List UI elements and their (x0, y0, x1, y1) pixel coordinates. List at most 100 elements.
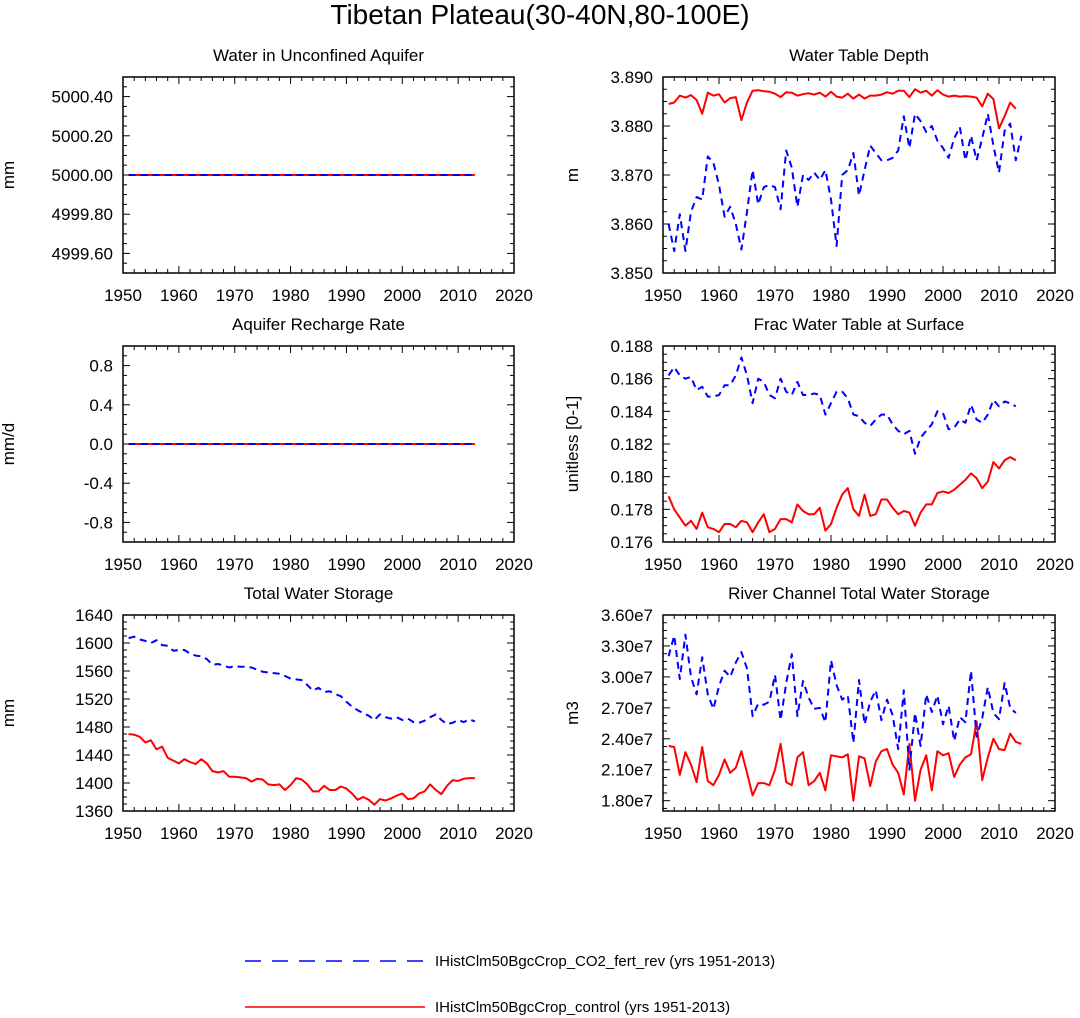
y-tick-label: 0.0 (89, 435, 113, 454)
x-tick-label: 1960 (700, 824, 738, 843)
y-tick-label: 2.10e7 (601, 761, 653, 780)
x-tick-label: 2010 (439, 555, 477, 574)
x-tick-label: 1990 (328, 824, 366, 843)
x-tick-label: 1990 (868, 286, 906, 305)
y-tick-label: 0.176 (610, 533, 653, 552)
y-tick-label: 3.870 (610, 166, 653, 185)
y-axis-label: mm (0, 161, 18, 189)
x-tick-label: 1990 (868, 555, 906, 574)
x-tick-label: 1990 (868, 824, 906, 843)
x-tick-label: 2000 (924, 555, 962, 574)
y-axis-label: m3 (563, 701, 582, 725)
y-tick-label: 5000.00 (52, 166, 113, 185)
series-line-co2-fert-rev (667, 112, 1023, 252)
series-line-control (667, 456, 1017, 534)
figure-title: Tibetan Plateau(30-40N,80-100E) (330, 0, 749, 30)
y-tick-label: 4999.60 (52, 244, 113, 263)
x-tick-label: 1980 (812, 286, 850, 305)
panels: Water in Unconfined Aquifer 1950 1960 1970 1… (0, 46, 1074, 843)
x-tick-label: 1970 (216, 824, 254, 843)
y-tick-label: 0.178 (610, 500, 653, 519)
y-axis-label: mm/d (0, 423, 18, 466)
y-tick-label: 5000.40 (52, 88, 113, 107)
y-tick-label: 3.00e7 (601, 668, 653, 687)
y-tick-label: 3.60e7 (601, 606, 653, 625)
panel-title: Frac Water Table at Surface (754, 315, 965, 334)
x-tick-label: 1980 (812, 824, 850, 843)
x-tick-label: 1960 (700, 286, 738, 305)
y-tick-label: -0.4 (84, 474, 113, 493)
y-tick-label: 3.890 (610, 68, 653, 87)
y-axis-label: unitless [0-1] (563, 396, 582, 492)
y-tick-label: 1600 (75, 634, 113, 653)
legend-label-control: IHistClm50BgcCrop_control (yrs 1951-2013… (435, 999, 730, 1016)
y-tick-label: 1640 (75, 606, 113, 625)
panel-p4: Frac Water Table at Surface 1950 1960 1970 1… (563, 315, 1074, 574)
y-tick-label: 0.180 (610, 468, 653, 487)
x-tick-label: 1980 (272, 555, 310, 574)
x-tick-label: 1980 (272, 286, 310, 305)
y-tick-label: 1440 (75, 746, 113, 765)
x-tick-label: 1970 (756, 555, 794, 574)
y-tick-label: 2.40e7 (601, 730, 653, 749)
legend: IHistClm50BgcCrop_CO2_fert_rev (yrs 1951… (245, 953, 775, 1016)
x-tick-label: 2000 (383, 286, 421, 305)
y-tick-label: 5000.20 (52, 127, 113, 146)
y-tick-label: 1400 (75, 774, 113, 793)
y-tick-label: 3.880 (610, 117, 653, 136)
series-line-co2-fert-rev (667, 633, 1017, 771)
y-tick-label: 3.30e7 (601, 637, 653, 656)
x-tick-label: 2020 (1036, 555, 1074, 574)
x-tick-label: 2020 (1036, 824, 1074, 843)
x-tick-label: 2000 (383, 824, 421, 843)
y-tick-label: 0.8 (89, 357, 113, 376)
x-tick-label: 1990 (328, 286, 366, 305)
x-tick-label: 1980 (812, 555, 850, 574)
y-tick-label: 2.70e7 (601, 699, 653, 718)
series-line-co2-fert-rev (128, 635, 476, 726)
x-tick-label: 2020 (495, 824, 533, 843)
x-tick-label: 1950 (644, 824, 682, 843)
y-tick-label: 0.182 (610, 435, 653, 454)
series-line-control (668, 720, 1022, 802)
x-tick-label: 1960 (700, 555, 738, 574)
x-tick-label: 1950 (644, 286, 682, 305)
panel-p6: River Channel Total Water Storage 1950 196… (563, 584, 1074, 843)
panel-title: River Channel Total Water Storage (728, 584, 990, 603)
x-tick-label: 1980 (272, 824, 310, 843)
x-tick-label: 2010 (439, 286, 477, 305)
x-tick-label: 1950 (644, 555, 682, 574)
x-tick-label: 2020 (495, 286, 533, 305)
panel-title: Total Water Storage (244, 584, 394, 603)
y-tick-label: 0.186 (610, 370, 653, 389)
panel-p1: Water in Unconfined Aquifer 1950 1960 1970 1… (0, 46, 533, 305)
x-tick-label: 2010 (980, 555, 1018, 574)
panel-p3: Aquifer Recharge Rate 1950 1960 1970 1980 199… (0, 315, 533, 574)
y-tick-label: 3.860 (610, 215, 653, 234)
panel-p5: Total Water Storage 1950 1960 1970 1980 1990 2… (0, 584, 533, 843)
plot-frame (662, 614, 1056, 812)
y-axis-label: mm (0, 699, 18, 727)
x-tick-label: 1960 (160, 555, 198, 574)
y-tick-label: 1360 (75, 802, 113, 821)
x-tick-label: 1970 (216, 555, 254, 574)
plot-frame (122, 614, 515, 812)
x-tick-label: 1970 (756, 824, 794, 843)
plot-frame (662, 76, 1056, 274)
x-tick-label: 1950 (104, 286, 142, 305)
y-tick-label: 1480 (75, 718, 113, 737)
y-axis-label: m (563, 168, 582, 182)
y-tick-label: 1560 (75, 662, 113, 681)
panel-title: Water Table Depth (789, 46, 929, 65)
panel-p2: Water Table Depth 1950 1960 1970 1980 1990 200… (563, 46, 1074, 305)
y-tick-label: 4999.80 (52, 205, 113, 224)
x-tick-label: 1950 (104, 824, 142, 843)
x-tick-label: 2000 (924, 824, 962, 843)
legend-label-co2-fert-rev: IHistClm50BgcCrop_CO2_fert_rev (yrs 1951… (435, 953, 775, 970)
x-tick-label: 1950 (104, 555, 142, 574)
x-tick-label: 1970 (756, 286, 794, 305)
x-tick-label: 2020 (1036, 286, 1074, 305)
y-tick-label: 0.184 (610, 402, 653, 421)
x-tick-label: 2000 (924, 286, 962, 305)
